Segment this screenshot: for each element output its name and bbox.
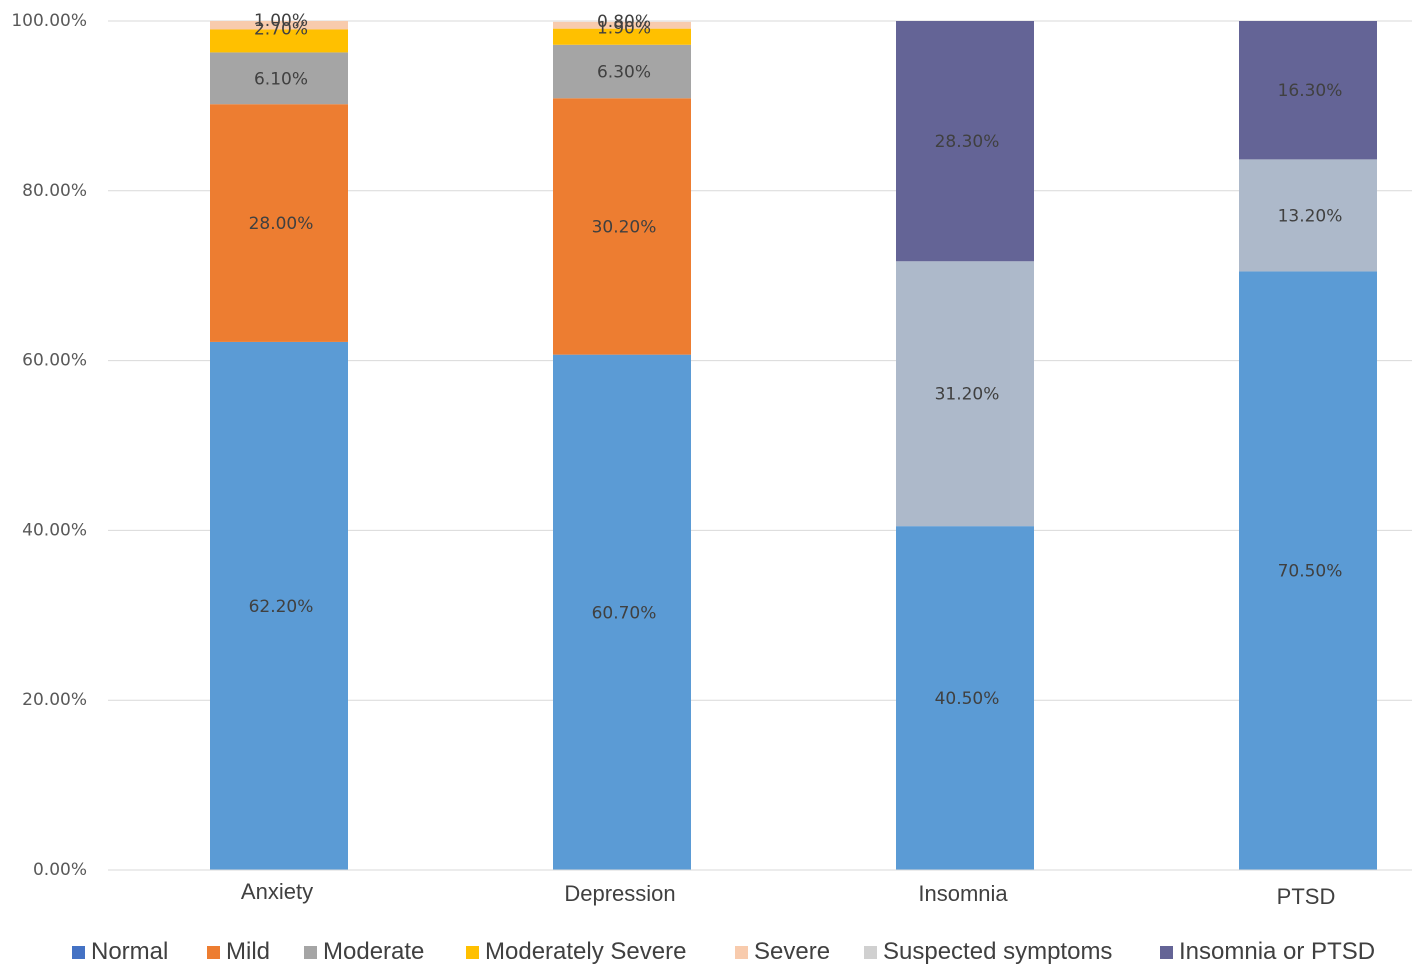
x-tick-label: Insomnia <box>918 881 1008 906</box>
y-tick-label: 60.00% <box>22 351 87 371</box>
legend-item-mild: Mild <box>207 934 270 970</box>
bar-anxiety-moderately-severe <box>210 29 348 53</box>
axes: 0.00% 20.00% 40.00% 60.00% 80.00% 100.00% Anxi… <box>11 11 1412 909</box>
data-label: 31.20% <box>935 385 1000 405</box>
data-label: 60.70% <box>592 603 657 623</box>
legend-label: Insomnia or PTSD <box>1179 938 1376 965</box>
legend-swatch <box>72 945 85 959</box>
bar-anxiety-mild <box>210 104 348 342</box>
data-label: 30.20% <box>592 217 657 237</box>
legend-label: Moderate <box>323 938 425 965</box>
data-label: 70.50% <box>1278 562 1343 582</box>
legend-item-moderate: Moderate <box>304 934 424 970</box>
bar-ptsd-normal <box>1239 271 1377 871</box>
legend-swatch <box>466 945 479 959</box>
legend-label: Moderately Severe <box>485 938 687 965</box>
bar-ptsd-suspected-symptoms <box>1239 159 1377 272</box>
legend-swatch <box>864 945 877 959</box>
legend-item-severe: Severe <box>735 934 830 970</box>
data-label: 40.50% <box>935 689 1000 709</box>
y-tick-label: 80.00% <box>22 181 87 201</box>
data-label: 28.30% <box>935 132 1000 152</box>
legend-label: Suspected symptoms <box>883 938 1113 965</box>
data-labels: 62.20% 60.70% 40.50% 70.50% 28.00% 30.20% 6.10… <box>249 11 1343 709</box>
bar-insomnia-suspected-symptoms <box>896 261 1034 527</box>
data-label: 1.00% <box>254 11 308 31</box>
chart-legend: Normal Mild Moderate Moderately Severe Sever… <box>0 934 1418 974</box>
x-tick-label: Depression <box>564 881 675 906</box>
legend-label: Normal <box>91 938 169 965</box>
x-tick-label: PTSD <box>1277 884 1336 909</box>
data-label: 1.90% <box>597 19 651 39</box>
bar-anxiety-moderate <box>210 52 348 105</box>
data-label: 0.80% <box>597 12 651 32</box>
data-label: 13.20% <box>1278 206 1343 226</box>
data-label: 2.70% <box>254 19 308 39</box>
y-tick-label: 0.00% <box>33 860 87 880</box>
data-label: 6.30% <box>597 63 651 83</box>
bar-anxiety-normal <box>210 341 348 870</box>
bar-depression-normal <box>553 354 691 871</box>
legend-swatch <box>304 945 317 959</box>
bar-depression-moderate <box>553 44 691 99</box>
bars <box>210 21 1377 871</box>
bar-insomnia-insomnia-or-ptsd <box>896 21 1034 262</box>
legend-label: Severe <box>754 938 831 965</box>
legend-label: Mild <box>226 938 271 965</box>
x-tick-label: Anxiety <box>241 879 313 904</box>
data-label: 6.10% <box>254 69 308 89</box>
data-label: 62.20% <box>249 597 314 617</box>
y-tick-label: 100.00% <box>11 11 87 31</box>
stacked-bar-chart: 62.20% 60.70% 40.50% 70.50% 28.00% 30.20% 6.10… <box>11 11 1412 909</box>
bar-anxiety-severe <box>210 21 348 30</box>
bar-insomnia-normal <box>896 526 1034 870</box>
data-label: 28.00% <box>249 214 314 234</box>
legend-swatch <box>735 945 748 959</box>
legend-item-suspected-symptoms: Suspected symptoms <box>864 934 1112 970</box>
legend-item-normal: Normal <box>72 934 168 970</box>
bar-depression-moderately-severe <box>553 28 691 45</box>
bar-depression-severe <box>553 21 691 29</box>
legend-swatch <box>1160 945 1173 959</box>
legend-item-insomnia-or-ptsd: Insomnia or PTSD <box>1160 934 1375 970</box>
y-tick-label: 20.00% <box>22 690 87 710</box>
legend-item-moderately-severe: Moderately Severe <box>466 934 686 970</box>
data-label: 16.30% <box>1278 81 1343 101</box>
legend-swatch <box>207 945 220 959</box>
bar-ptsd-insomnia-or-ptsd <box>1239 21 1377 160</box>
y-tick-label: 40.00% <box>22 520 87 540</box>
bar-depression-mild <box>553 98 691 355</box>
